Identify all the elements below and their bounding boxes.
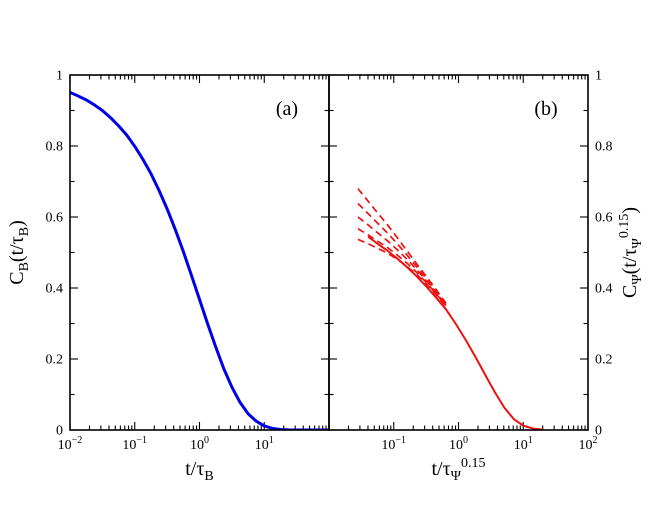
- panel-letter-b: (b): [534, 98, 557, 120]
- y-tick-label: 0.4: [595, 282, 613, 297]
- unscaled-curve-2-line: [357, 202, 447, 305]
- x-tick-label: 102: [579, 435, 598, 453]
- unscaled-curve-5-line: [357, 238, 447, 307]
- x-axis-label-b: t/τΨ0.15: [432, 456, 486, 484]
- y-tick-label: 0.6: [595, 211, 613, 226]
- y-tick-label: 0.8: [46, 140, 64, 155]
- panel-frame-a: [69, 74, 330, 431]
- y-tick-label: 1: [595, 69, 602, 84]
- x-tick-label: 10−1: [122, 435, 147, 453]
- y-axis-label-b: CΨ(t/τΨ0.15): [617, 207, 645, 298]
- curves-a: [70, 91, 329, 430]
- x-tick-label: 10−2: [58, 435, 83, 453]
- axis-ticks-b: [328, 74, 589, 431]
- bond-orientation-correlation-line: [70, 91, 329, 430]
- panel-frame-b: [328, 74, 589, 431]
- y-tick-label: 0.8: [595, 140, 613, 155]
- x-axis-label-a: t/τB: [185, 458, 214, 484]
- x-tick-label: 101: [255, 435, 274, 453]
- panel-a: 10−2 10−1 100 101 0 0.2 0.4 0.6 0.8 1 t/τB CB(t/τB)…: [6, 69, 330, 484]
- curves-b: [357, 188, 543, 430]
- x-tick-label: 100: [449, 435, 468, 453]
- unscaled-curve-3-line: [357, 216, 447, 306]
- y-tick-label: 0.2: [595, 353, 613, 368]
- axis-ticks-a: [69, 74, 330, 431]
- y-tick-label: 0: [56, 424, 63, 439]
- x-tick-label: 100: [190, 435, 209, 453]
- panel-letter-a: (a): [276, 98, 298, 120]
- y-tick-label: 1: [56, 69, 63, 84]
- y-tick-label: 0.4: [46, 282, 64, 297]
- unscaled-curve-4-line: [357, 227, 447, 307]
- y-tick-label: 0.6: [46, 211, 64, 226]
- y-axis-label-a: CB(t/τB): [6, 220, 32, 285]
- x-tick-label: 101: [514, 435, 533, 453]
- x-tick-label: 10−1: [381, 435, 406, 453]
- scaled-master-curve-line: [367, 235, 543, 430]
- unscaled-curve-1-line: [357, 188, 447, 304]
- y-tick-label: 0: [595, 424, 602, 439]
- y-tick-label: 0.2: [46, 353, 64, 368]
